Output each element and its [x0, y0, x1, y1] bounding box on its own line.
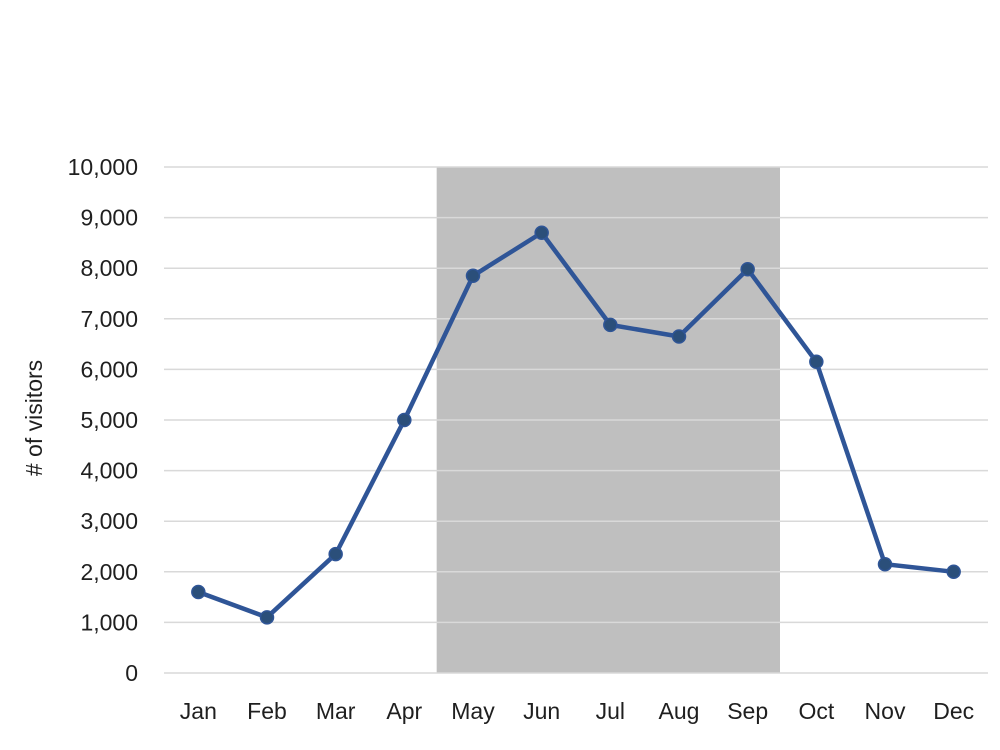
y-tick-label: 1,000: [80, 609, 138, 635]
y-tick-label: 9,000: [80, 205, 138, 231]
data-point-marker: [191, 584, 206, 600]
y-tick-label: 5,000: [80, 407, 138, 433]
x-tick-label: Nov: [865, 698, 906, 724]
y-tick-label: 3,000: [80, 508, 138, 534]
y-tick-label: 7,000: [80, 306, 138, 332]
x-tick-label: Sep: [727, 698, 768, 724]
y-tick-label: 4,000: [80, 458, 138, 484]
x-tick-label: Aug: [659, 698, 700, 724]
y-tick-label: 8,000: [80, 255, 138, 281]
y-tick-label: 2,000: [80, 559, 138, 585]
data-point-marker: [534, 225, 549, 241]
x-axis-tick-labels: Jan Feb Mar Apr May Jun Jul Aug Sep Oct Nov Dec: [180, 698, 974, 724]
x-tick-label: Mar: [316, 698, 356, 724]
data-point-marker: [946, 564, 961, 580]
x-tick-label: Feb: [247, 698, 287, 724]
x-tick-label: Oct: [798, 698, 834, 724]
x-tick-label: Apr: [386, 698, 422, 724]
x-tick-label: May: [451, 698, 495, 724]
series-line: [196, 230, 956, 620]
x-tick-label: Jul: [596, 698, 625, 724]
data-point-marker: [603, 317, 618, 333]
gridlines: [164, 166, 988, 674]
data-point-marker: [809, 354, 824, 370]
data-point-marker: [259, 610, 275, 625]
data-point-marker: [397, 412, 412, 428]
data-point-marker: [328, 546, 343, 562]
y-tick-label: 10,000: [68, 154, 138, 180]
data-point-marker: [740, 261, 755, 277]
x-tick-label: Jun: [523, 698, 560, 724]
x-tick-label: Jan: [180, 698, 217, 724]
y-tick-label: 0: [125, 660, 138, 686]
data-point-marker: [671, 329, 687, 344]
y-tick-label: 6,000: [80, 356, 138, 382]
x-tick-label: Dec: [933, 698, 974, 724]
y-axis-tick-labels: 0 1,000 2,000 3,000 4,000 5,000 6,000 7,000 8,00…: [68, 154, 138, 686]
y-axis-title: # of visitors: [21, 360, 47, 476]
data-point-marker: [465, 268, 481, 284]
series-layer: [191, 225, 961, 625]
data-point-marker: [877, 556, 893, 572]
